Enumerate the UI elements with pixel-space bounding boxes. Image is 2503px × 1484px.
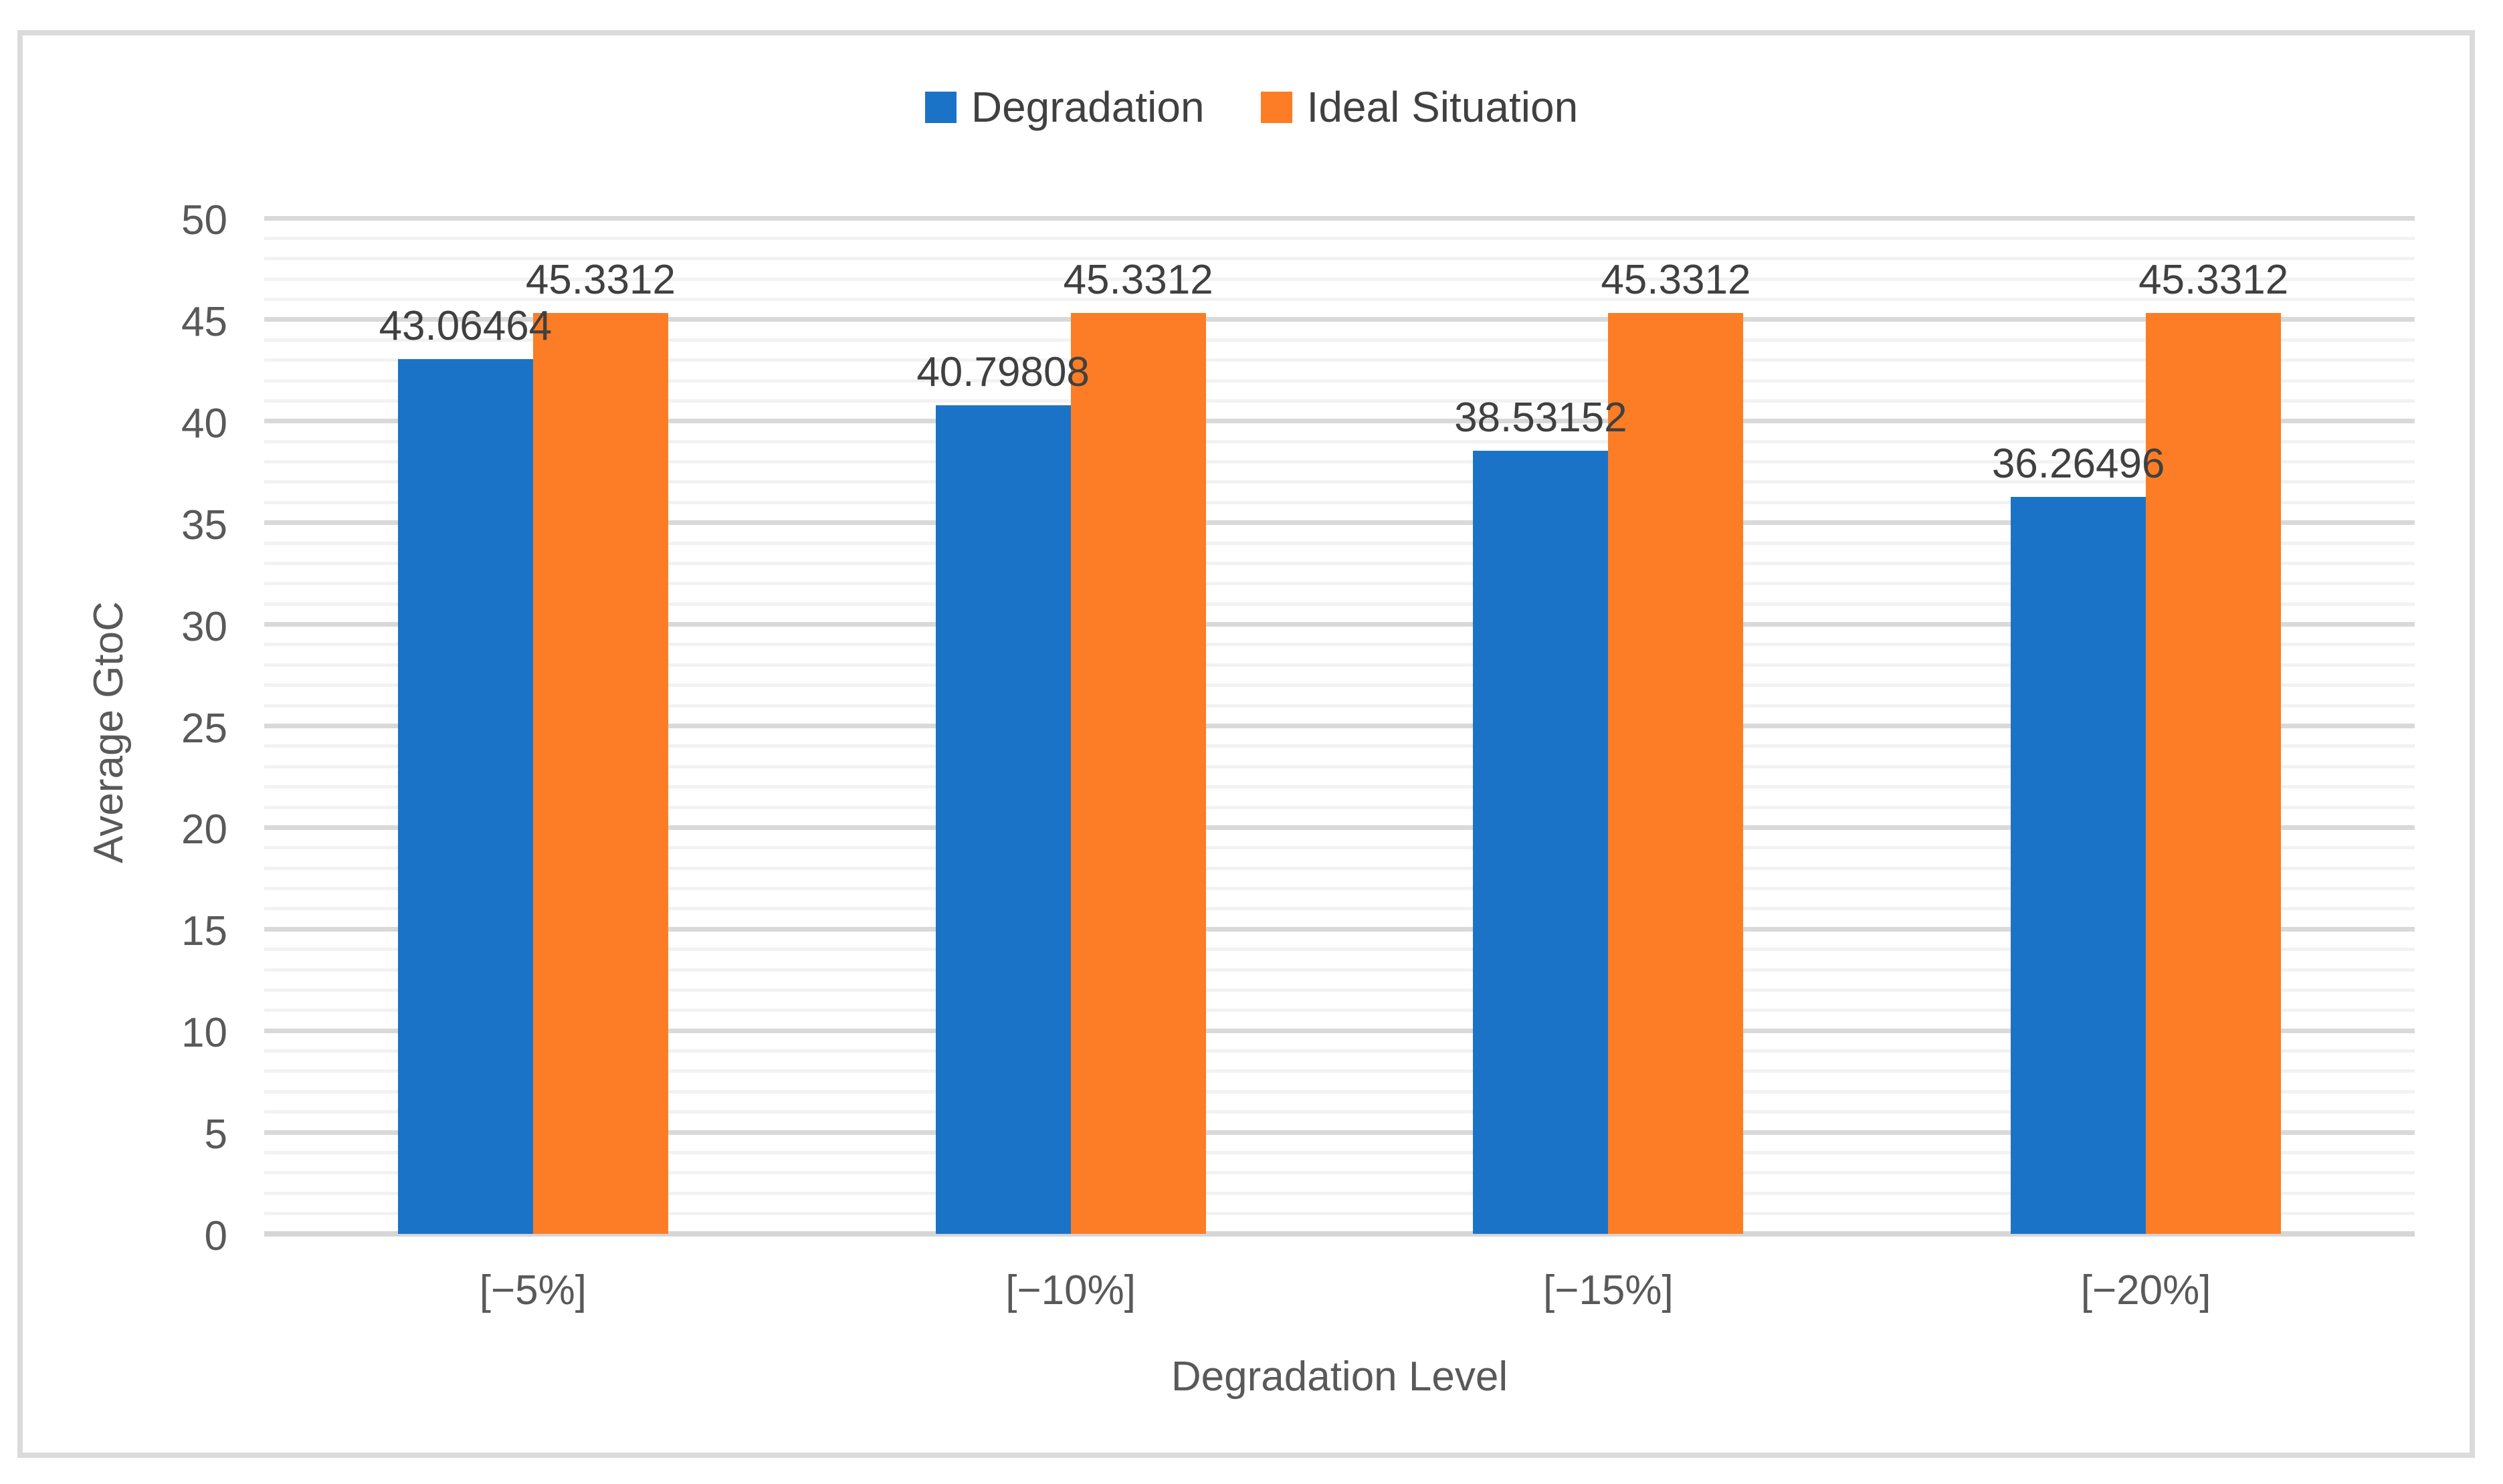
gridline-minor (264, 500, 2415, 504)
data-label-ideal-situation: 45.3312 (1601, 256, 1751, 303)
bar-ideal-situation (1070, 312, 1206, 1234)
gridline-major (264, 1028, 2415, 1033)
gridline-minor (264, 1009, 2415, 1013)
gridline-minor (264, 968, 2415, 972)
gridline-minor (264, 541, 2415, 545)
gridline-minor (264, 764, 2415, 768)
gridline-major (264, 724, 2415, 728)
y-tick-label: 20 (181, 807, 227, 853)
gridline-minor (264, 298, 2415, 302)
data-label-degradation: 38.53152 (1454, 395, 1627, 441)
gridline-major (264, 622, 2415, 627)
legend: Degradation Ideal Situation (0, 86, 2503, 128)
gridline-minor (264, 785, 2415, 789)
gridline-minor (264, 480, 2415, 484)
legend-item-ideal-situation: Ideal Situation (1260, 83, 1579, 131)
bar-ideal-situation (2146, 312, 2282, 1234)
gridline-minor (264, 277, 2415, 281)
bar-ideal-situation (532, 312, 668, 1234)
data-label-degradation: 40.79808 (916, 348, 1090, 395)
gridline-major (264, 520, 2415, 526)
x-axis-title: Degradation Level (1171, 1354, 1508, 1400)
gridline-minor (264, 683, 2415, 687)
gridline-minor (264, 643, 2415, 647)
gridline-major (264, 215, 2415, 221)
bar-degradation (935, 405, 1071, 1234)
x-category-label: [−5%] (479, 1267, 587, 1313)
gridline-major (264, 825, 2415, 830)
gridline-major (264, 1130, 2415, 1135)
data-label-ideal-situation: 45.3312 (525, 256, 676, 303)
legend-label-degradation: Degradation (971, 83, 1205, 131)
gridline-minor (264, 338, 2415, 342)
x-category-label: [−15%] (1543, 1267, 1674, 1313)
gridline-minor (264, 805, 2415, 809)
gridline-minor (264, 846, 2415, 850)
data-label-degradation: 36.26496 (1991, 441, 2165, 488)
gridline-minor (264, 1171, 2415, 1175)
gridline-minor (264, 866, 2415, 870)
y-tick-label: 45 (181, 298, 227, 345)
gridline-minor (264, 236, 2415, 240)
gridline-minor (264, 399, 2415, 403)
gridline-minor (264, 1089, 2415, 1093)
legend-label-ideal-situation: Ideal Situation (1306, 83, 1579, 131)
gridline-minor (264, 1069, 2415, 1073)
y-tick-label: 40 (181, 400, 227, 447)
gridline-major (264, 419, 2415, 424)
gridline-minor (264, 744, 2415, 748)
gridline-minor (264, 704, 2415, 708)
gridline-minor (264, 1049, 2415, 1053)
y-tick-label: 30 (181, 603, 227, 650)
axis-baseline (264, 1231, 2415, 1237)
gridline-minor (264, 948, 2415, 952)
bar-ideal-situation (1608, 312, 1744, 1234)
gridline-minor (264, 602, 2415, 606)
y-tick-label: 50 (181, 197, 227, 243)
y-tick-label: 0 (204, 1213, 227, 1259)
data-label-degradation: 43.06464 (379, 302, 553, 349)
gridline-minor (264, 582, 2415, 586)
gridline-minor (264, 663, 2415, 667)
bar-degradation (1473, 451, 1609, 1234)
gridline-minor (264, 887, 2415, 891)
gridline-minor (264, 460, 2415, 464)
x-category-label: [−20%] (2080, 1267, 2211, 1313)
legend-item-degradation: Degradation (924, 83, 1205, 131)
gridline-minor (264, 1191, 2415, 1195)
gridline-minor (264, 561, 2415, 565)
gridline-major (264, 317, 2415, 322)
legend-swatch-degradation (924, 91, 957, 123)
data-label-ideal-situation: 45.3312 (1063, 256, 1213, 303)
y-tick-label: 5 (204, 1111, 227, 1158)
bar-degradation (2011, 497, 2146, 1234)
y-tick-label: 10 (181, 1010, 227, 1057)
y-axis-title: Average GtoC (86, 601, 132, 863)
y-tick-label: 25 (181, 705, 227, 752)
bar-degradation (397, 358, 533, 1234)
plot-area: 43.06464 45.3312 40.79808 45.3312 38.53152 45… (264, 215, 2415, 1237)
gridline-minor (264, 988, 2415, 992)
gridline-minor (264, 379, 2415, 383)
gridline-minor (264, 358, 2415, 362)
gridline-minor (264, 907, 2415, 911)
gridline-minor (264, 439, 2415, 443)
gridline-major (264, 926, 2415, 932)
data-label-ideal-situation: 45.3312 (2138, 256, 2289, 303)
gridline-minor (264, 1110, 2415, 1114)
gridline-minor (264, 1212, 2415, 1216)
y-tick-label: 35 (181, 502, 227, 548)
gridline-minor (264, 1150, 2415, 1154)
gridline-minor (264, 257, 2415, 261)
x-category-label: [−10%] (1005, 1267, 1136, 1313)
legend-swatch-ideal-situation (1260, 91, 1292, 123)
y-tick-label: 15 (181, 908, 227, 955)
